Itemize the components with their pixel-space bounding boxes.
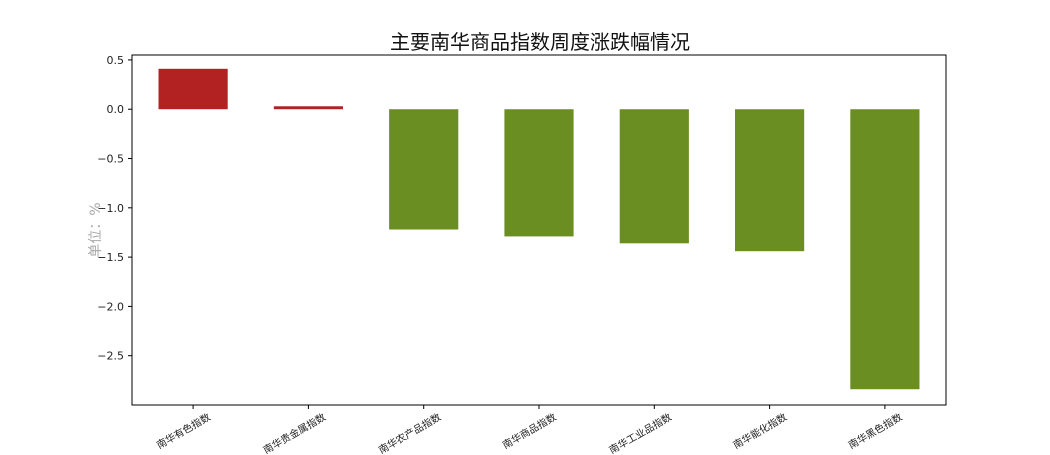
x-tick-label: 南华工业品指数 [607,410,674,455]
bar-1 [158,68,228,110]
chart-title: 主要南华商品指数周度涨跌幅情况 [390,30,690,54]
x-tick-label: 南华贵金属指数 [261,410,328,455]
bar-2 [273,106,343,110]
x-tick-label: 南华商品指数 [500,410,558,451]
y-tick-label: −1.0 [97,202,124,215]
y-tick-label: −1.5 [97,251,124,264]
bar-6 [735,109,805,252]
y-tick-label: −2.0 [97,300,124,313]
y-tick-label: 0.5 [107,54,125,67]
x-tick-label: 南华有色指数 [154,410,212,451]
y-axis: 0.5 0.0 −0.5 −1.0 −1.5 −2.0 −2.5 [97,54,132,363]
bars-group [158,68,920,390]
y-tick-label: −0.5 [97,153,124,166]
y-tick-label: −2.5 [97,350,124,363]
bar-5 [619,109,689,244]
bar-4 [504,109,574,237]
x-tick-label: 南华黑色指数 [846,410,904,451]
x-tick-label: 南华能化指数 [731,410,789,451]
x-axis: 南华有色指数 南华贵金属指数 南华农产品指数 南华商品指数 南华工业品指数 南华能化指数 南… [154,405,904,455]
bar-3 [389,109,459,230]
y-axis-label: 单位：% [88,202,104,257]
x-tick-label: 南华农产品指数 [376,410,443,455]
bar-7 [850,109,920,390]
y-tick-label: 0.0 [107,103,125,116]
